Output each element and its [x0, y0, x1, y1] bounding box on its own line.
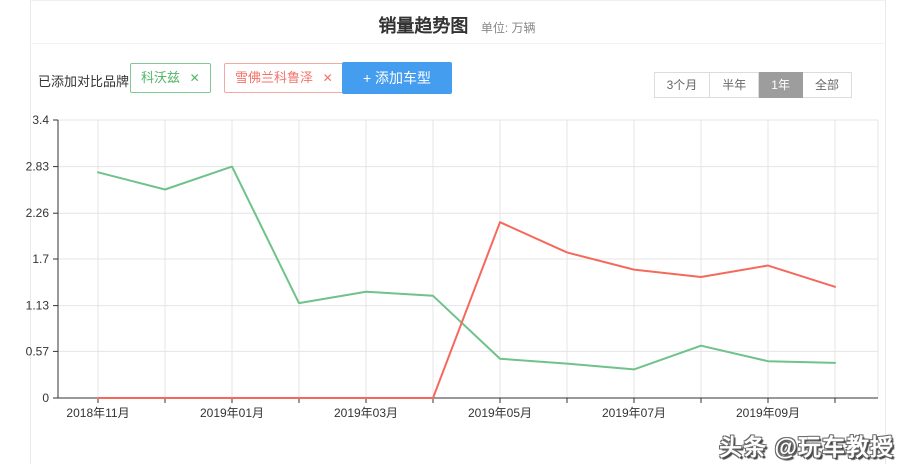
remove-tag-icon[interactable]: ✕: [322, 71, 333, 85]
y-tick-label: 2.26: [26, 206, 50, 220]
x-tick-label: 2019年07月: [602, 406, 666, 420]
compare-brands-label: 已添加对比品牌:: [38, 74, 133, 89]
brand-tag-keluze: 雪佛兰科鲁泽 ✕: [224, 63, 344, 93]
add-model-button[interactable]: + 添加车型: [342, 62, 452, 94]
series-line-1: [97, 221, 836, 399]
y-tick-label: 3.4: [32, 113, 49, 127]
y-tick-label: 2.83: [26, 160, 50, 174]
y-tick-label: 1.13: [26, 299, 50, 313]
brand-tag-label: 科沃兹: [141, 70, 181, 85]
chart-header: 销量趋势图 单位: 万辆: [30, 0, 884, 44]
watermark: 头条 @玩车教授: [719, 434, 894, 460]
x-tick-label: 2019年05月: [468, 406, 532, 420]
remove-tag-icon[interactable]: ✕: [189, 71, 200, 85]
brand-tag-label: 雪佛兰科鲁泽: [235, 70, 314, 85]
x-tick-label: 2019年03月: [334, 406, 398, 420]
series-line-0: [97, 165, 836, 371]
brand-tag-kewozi: 科沃兹 ✕: [130, 63, 211, 93]
y-tick-label: 0: [42, 391, 49, 405]
time-range-selector: 3个月 半年 1年 全部: [653, 72, 852, 98]
range-button-1year[interactable]: 1年: [759, 72, 803, 98]
x-tick-label: 2019年01月: [200, 406, 264, 420]
x-tick-label: 2019年09月: [736, 406, 800, 420]
y-tick-label: 1.7: [32, 252, 49, 266]
page-title: 销量趋势图: [378, 16, 469, 36]
y-tick-label: 0.57: [26, 344, 50, 358]
x-tick-label: 2018年11月: [66, 406, 129, 420]
range-button-halfyear[interactable]: 半年: [710, 72, 760, 98]
range-button-3months[interactable]: 3个月: [653, 72, 711, 98]
range-button-all[interactable]: 全部: [802, 72, 852, 98]
unit-label: 单位: 万辆: [480, 20, 536, 35]
